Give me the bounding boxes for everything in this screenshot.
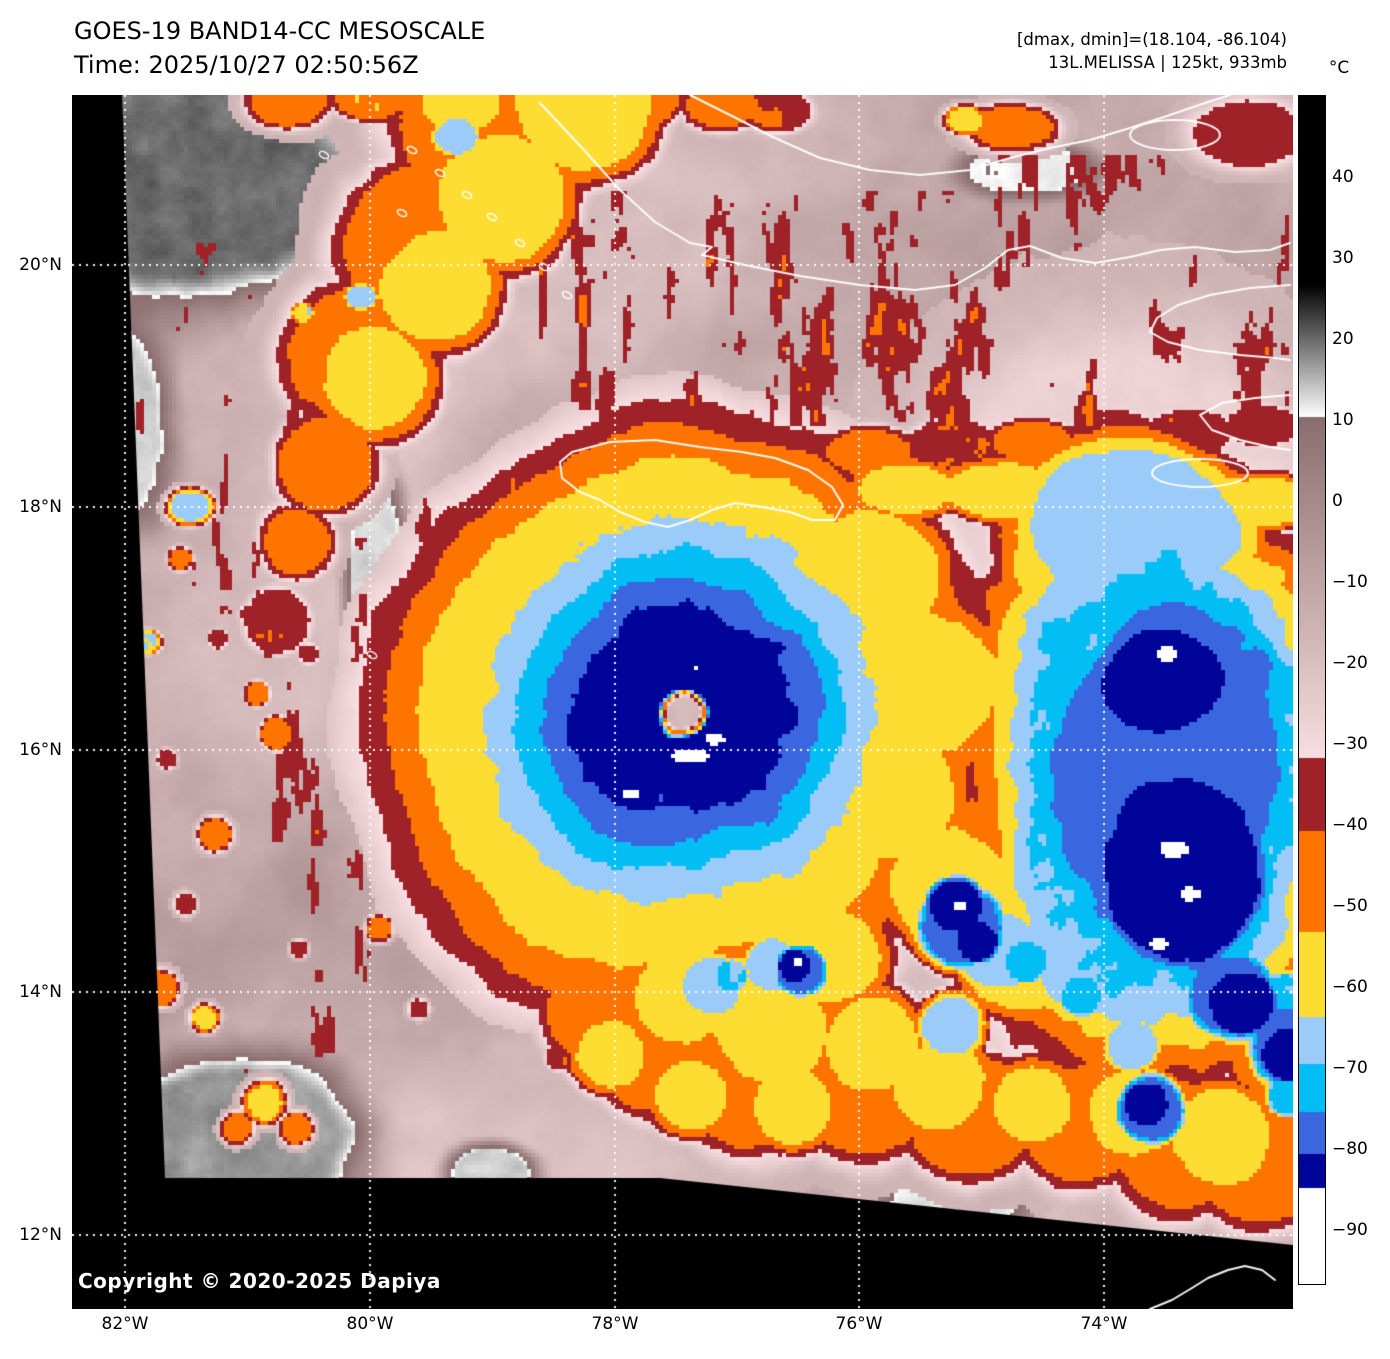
colorbar-tick-label: −40 bbox=[1332, 815, 1368, 836]
title-block: GOES-19 BAND14-CC MESOSCALE Time: 2025/1… bbox=[74, 14, 485, 82]
header-readouts: [dmax, dmin]=(18.104, -86.104) 13L.MELIS… bbox=[1017, 28, 1287, 74]
storm-readout: 13L.MELISSA | 125kt, 933mb bbox=[1048, 53, 1287, 72]
copyright-label: Copyright © 2020-2025 Dapiya bbox=[78, 1269, 441, 1293]
colorbar-tick-label: 10 bbox=[1332, 409, 1354, 430]
lon-tick-label: 82°W bbox=[101, 1314, 149, 1334]
map-plot: Copyright © 2020-2025 Dapiya bbox=[72, 95, 1293, 1309]
colorbar-tick-label: 20 bbox=[1332, 328, 1354, 349]
lon-tick-label: 80°W bbox=[346, 1314, 394, 1334]
colorbar-tick-label: −20 bbox=[1332, 653, 1368, 674]
colorbar-tick-label: −60 bbox=[1332, 977, 1368, 998]
product-time: Time: 2025/10/27 02:50:56Z bbox=[74, 51, 419, 79]
colorbar-tick-label: −10 bbox=[1332, 572, 1368, 593]
lat-tick-label: 20°N bbox=[19, 255, 62, 275]
colorbar-tick-label: −80 bbox=[1332, 1139, 1368, 1160]
colorbar-tick-label: 0 bbox=[1332, 490, 1343, 511]
colorbar-unit-label: °C bbox=[1328, 58, 1350, 78]
colorbar-tick-label: −90 bbox=[1332, 1220, 1368, 1241]
colorbar-tick-label: 30 bbox=[1332, 247, 1354, 268]
colorbar bbox=[1298, 95, 1326, 1285]
lat-tick-label: 18°N bbox=[19, 497, 62, 517]
satellite-map-canvas bbox=[72, 95, 1293, 1309]
lat-tick-label: 14°N bbox=[19, 982, 62, 1002]
product-title: GOES-19 BAND14-CC MESOSCALE bbox=[74, 17, 486, 45]
lat-tick-label: 12°N bbox=[19, 1225, 62, 1245]
colorbar-tick-label: −70 bbox=[1332, 1058, 1368, 1079]
lon-tick-label: 76°W bbox=[835, 1314, 883, 1334]
lat-tick-label: 16°N bbox=[19, 740, 62, 760]
dmax-dmin-readout: [dmax, dmin]=(18.104, -86.104) bbox=[1017, 30, 1287, 49]
colorbar-tick-label: 40 bbox=[1332, 166, 1354, 187]
colorbar-tick-label: −30 bbox=[1332, 734, 1368, 755]
lon-tick-label: 78°W bbox=[591, 1314, 639, 1334]
lon-tick-label: 74°W bbox=[1080, 1314, 1128, 1334]
colorbar-tick-label: −50 bbox=[1332, 896, 1368, 917]
